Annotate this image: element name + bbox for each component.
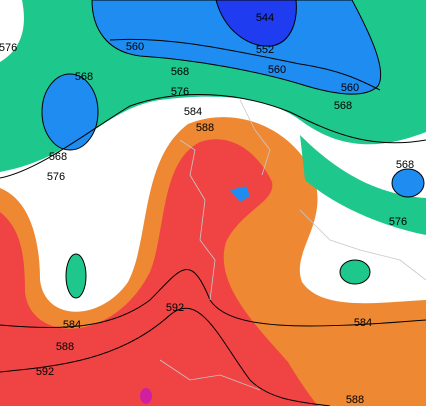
blue-region [391,168,425,198]
contour-label: 576 [389,216,407,228]
contour-line [0,307,331,406]
contour-label: 576 [171,86,189,98]
contour-label: 568 [396,159,414,171]
contour-label: 560 [341,82,359,94]
blue-region [91,0,382,95]
contour-label: 568 [75,71,93,83]
contour-label: 568 [49,151,67,163]
contour-labels: 544 560 552 560 576 568 568 560 568 576 584 588 568 5… [0,12,414,406]
contour-label: 544 [256,12,274,24]
green-region [65,253,87,299]
contour-label: 588 [346,394,364,406]
contour-label: 592 [166,302,184,314]
contour-label: 584 [354,317,372,329]
contour-label: 560 [268,64,286,76]
contour-label: 592 [36,366,54,378]
contour-label: 584 [63,319,81,331]
contour-line [0,94,426,179]
blue-spot [230,186,250,202]
contour-label: 552 [256,44,274,56]
red-region [0,139,318,406]
magenta-spot [140,388,152,404]
contour-label: 588 [56,341,74,353]
contour-label: 576 [0,42,17,54]
contour-label: 576 [47,171,65,183]
coastline [159,99,426,391]
contour-label: 588 [196,122,214,134]
dark-blue-region [215,0,297,47]
contour-line [0,269,426,328]
contour-label: 568 [334,100,352,112]
contour-label: 584 [184,106,202,118]
contour-line [109,38,381,91]
green-region [300,135,426,235]
green-region [339,259,371,285]
blue-region [41,73,99,151]
contour-label: 568 [171,66,189,78]
contour-label: 560 [126,41,144,53]
